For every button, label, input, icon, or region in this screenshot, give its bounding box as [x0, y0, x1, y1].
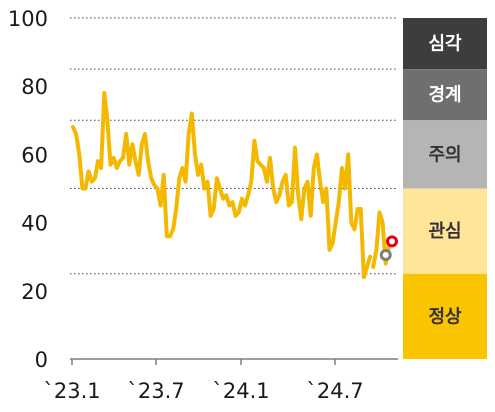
y-tick-label: 40	[21, 212, 48, 236]
y-tick-label: 20	[21, 280, 48, 304]
band	[403, 273, 487, 359]
band-label: 심각	[428, 34, 462, 55]
x-tick-label: `24.7	[306, 379, 363, 403]
band	[403, 120, 487, 189]
data-point-marker	[379, 248, 392, 261]
band	[403, 188, 487, 274]
markers	[379, 235, 398, 261]
series-line	[371, 210, 394, 269]
band	[403, 18, 487, 70]
y-tick-label: 0	[35, 348, 48, 372]
y-tick-label: 100	[8, 7, 48, 31]
x-tick-label: `23.7	[127, 379, 184, 403]
data-point-marker	[386, 235, 398, 248]
band	[403, 69, 487, 121]
x-axis-ticks	[71, 359, 336, 365]
band-label: 관심	[428, 221, 461, 242]
y-tick-label: 80	[21, 75, 48, 99]
x-tick-label: `23.1	[43, 379, 100, 403]
series-lines	[71, 91, 394, 280]
grid-lines	[70, 17, 398, 275]
x-axis-labels: `23.1 `23.7 `24.1 `24.7	[43, 379, 363, 403]
band-label: 주의	[428, 144, 461, 165]
y-tick-label: 60	[21, 143, 48, 167]
band-label: 경계	[428, 85, 461, 106]
band-label: 정상	[428, 306, 462, 327]
y-axis-labels: 0 20 40 60 80 100	[8, 7, 48, 372]
series-line	[71, 91, 373, 280]
x-tick-label: `24.1	[212, 379, 269, 403]
